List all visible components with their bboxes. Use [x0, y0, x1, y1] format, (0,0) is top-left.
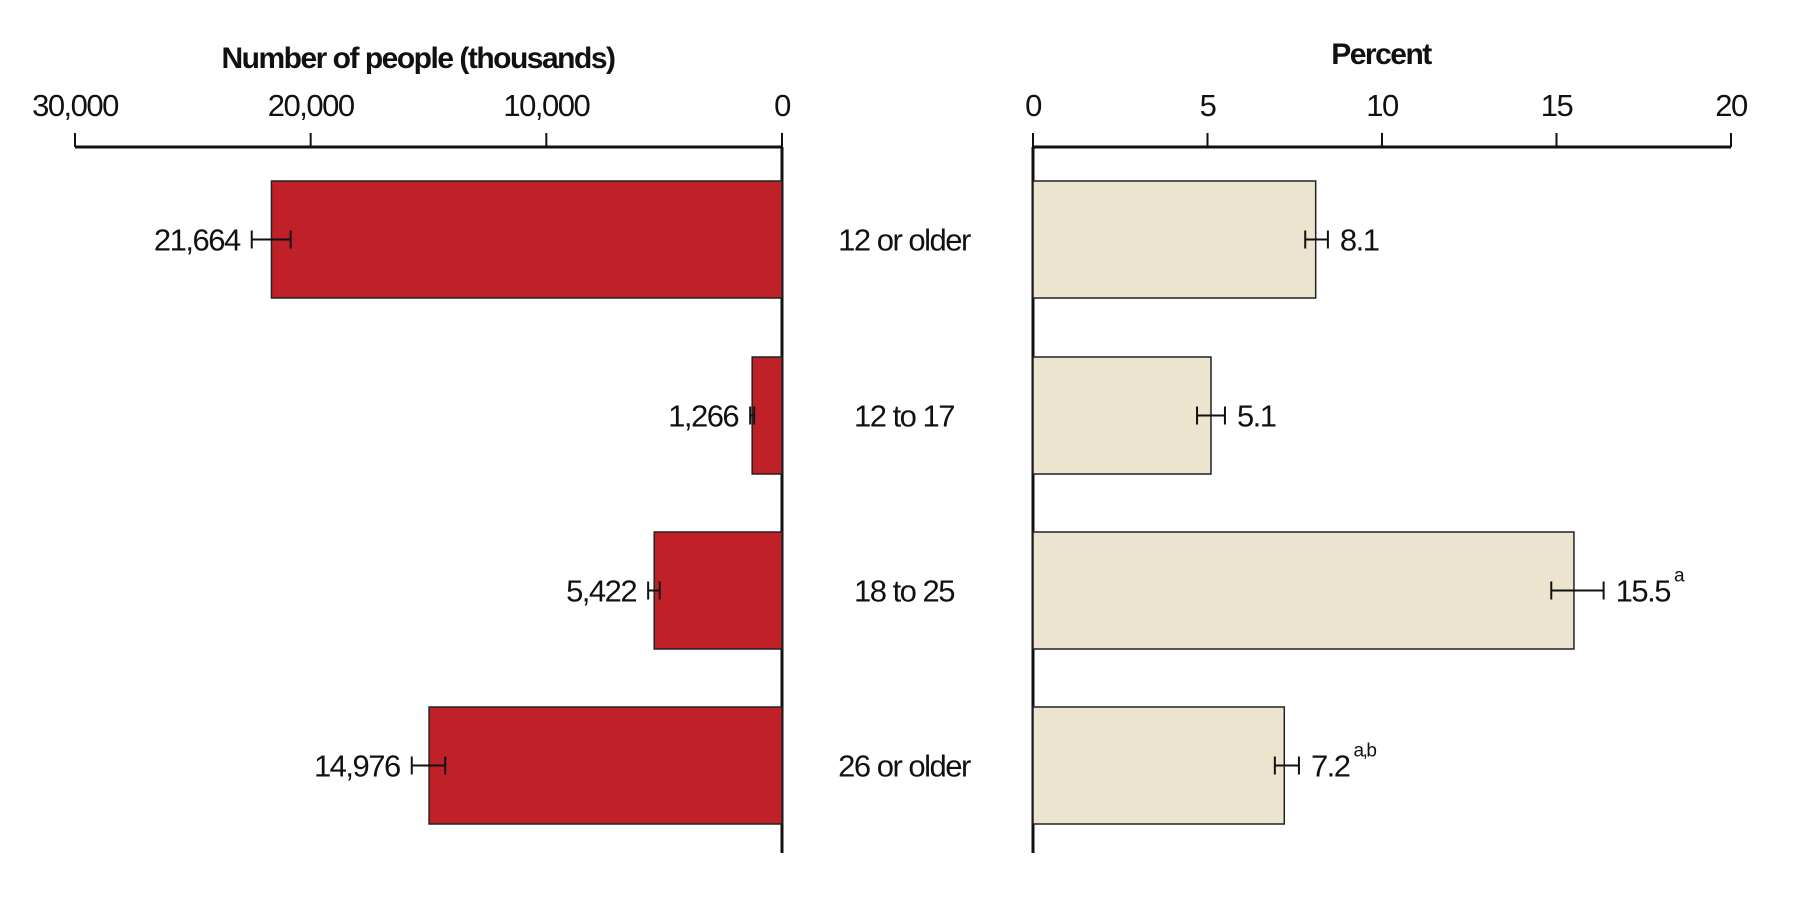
right-bar — [1032, 180, 1317, 299]
category-label: 26 or older — [838, 749, 971, 784]
left-data-label: 5,422 — [566, 574, 636, 609]
right-tick-label: 10 — [1366, 88, 1399, 123]
right-bar — [1032, 706, 1286, 825]
category-labels: 12 or older 12 to 17 18 to 25 26 or older — [838, 223, 972, 784]
right-bar — [1032, 531, 1575, 650]
category-label: 12 or older — [838, 223, 971, 258]
right-bar — [1032, 356, 1212, 475]
right-data-label: 8.1 — [1340, 223, 1379, 258]
left-error-bar — [647, 581, 661, 600]
right-superscript: a — [1674, 566, 1685, 587]
right-tick-label: 20 — [1715, 88, 1748, 123]
left-chart: 0 10,000 20,000 30,000 21,664 1,266 5,422 14,97… — [32, 88, 793, 853]
right-error-bar — [1273, 756, 1300, 775]
left-bar — [751, 356, 783, 475]
right-tick-label: 5 — [1200, 88, 1216, 123]
left-tick-label: 10,000 — [503, 88, 590, 123]
right-error-bar — [1304, 230, 1329, 249]
left-tick-label: 30,000 — [32, 88, 119, 123]
right-data-label: 5.1 — [1237, 399, 1276, 434]
left-error-bar — [250, 230, 292, 249]
left-data-label: 14,976 — [314, 749, 400, 784]
left-bar — [428, 706, 783, 825]
category-label: 12 to 17 — [854, 399, 954, 434]
right-chart: 0 5 10 15 20 8.1 5.1 15.5 a 7.2 a,b — [1025, 88, 1749, 853]
left-error-bar — [749, 406, 756, 425]
left-tick-label: 0 — [774, 88, 791, 123]
left-data-label: 1,266 — [668, 399, 738, 434]
left-error-bar — [410, 756, 447, 775]
right-tick-label: 0 — [1025, 88, 1042, 123]
right-data-label: 15.5 a — [1616, 566, 1685, 609]
right-tick-label: 15 — [1541, 88, 1573, 123]
left-bar — [653, 531, 783, 650]
category-label: 18 to 25 — [854, 574, 954, 609]
left-tick-label: 20,000 — [268, 88, 355, 123]
right-error-bar — [1550, 581, 1605, 600]
right-superscript: a,b — [1354, 741, 1377, 762]
left-bar — [270, 180, 783, 299]
right-error-bar — [1196, 406, 1226, 425]
left-chart-title: Number of people (thousands) — [222, 42, 616, 75]
right-data-label: 7.2 a,b — [1311, 741, 1376, 784]
left-data-label: 21,664 — [154, 223, 241, 258]
right-chart-title: Percent — [1331, 38, 1432, 71]
